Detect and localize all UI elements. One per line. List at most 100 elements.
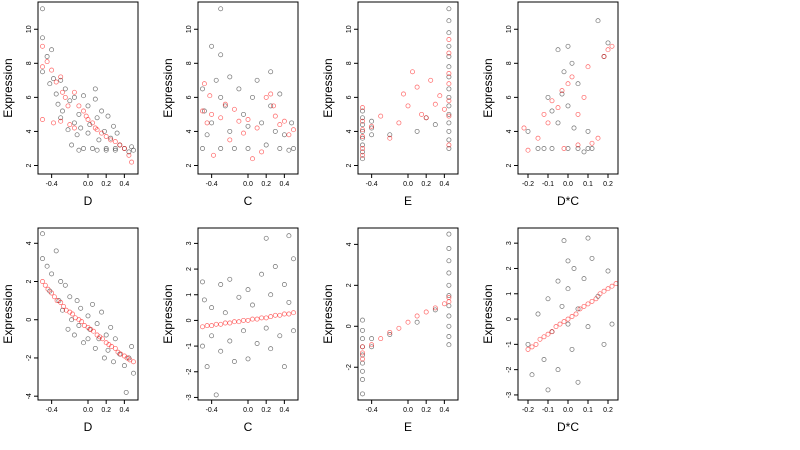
y-axis-title: Expression	[321, 284, 335, 343]
data-point	[289, 120, 295, 126]
data-point	[605, 286, 611, 292]
data-point	[378, 113, 384, 119]
data-point	[241, 111, 246, 117]
data-point	[535, 135, 541, 141]
data-point	[291, 256, 296, 262]
data-point	[218, 321, 224, 327]
data-point	[595, 135, 601, 141]
x-axis-title: E	[404, 194, 412, 208]
data-point	[259, 149, 265, 155]
data-point	[360, 327, 365, 333]
x-tick-label: -0.4	[46, 181, 58, 188]
plot-frame	[517, 1, 619, 175]
data-point	[541, 146, 547, 151]
data-point	[277, 333, 283, 339]
y-tick-label: 3	[186, 241, 193, 245]
data-point	[81, 93, 86, 99]
data-point	[69, 142, 75, 148]
data-point	[541, 357, 547, 362]
data-point	[446, 6, 452, 12]
data-point	[51, 76, 56, 82]
data-point	[369, 118, 375, 124]
data-point	[360, 108, 365, 114]
data-point	[236, 319, 242, 325]
data-point	[561, 146, 567, 151]
data-point	[105, 347, 111, 353]
data-point	[593, 296, 599, 302]
data-point	[597, 291, 603, 297]
data-point	[609, 283, 615, 289]
data-point	[76, 103, 82, 109]
data-point	[200, 279, 205, 285]
y-tick-label: 2	[26, 279, 33, 283]
data-point	[71, 125, 77, 131]
data-point	[555, 105, 561, 111]
data-point	[58, 74, 64, 80]
x-tick-label: 0.4	[279, 407, 289, 414]
data-point	[76, 111, 82, 117]
chart-panel: -0.4 0.0 0.2 0.4 -2 0 2 4 E Expression	[321, 227, 459, 434]
y-tick-label: 8	[186, 61, 193, 65]
data-point	[263, 315, 269, 321]
data-point	[92, 86, 98, 92]
data-point	[585, 128, 591, 134]
data-point	[40, 69, 45, 75]
data-point	[575, 306, 581, 312]
x-tick-label: 0.0	[403, 181, 413, 188]
data-point	[44, 263, 50, 269]
data-point	[441, 301, 447, 307]
data-point	[557, 321, 563, 327]
data-point	[369, 344, 375, 350]
data-point	[126, 149, 132, 155]
data-point	[55, 101, 61, 107]
data-point	[535, 311, 541, 317]
y-tick-label: 4	[26, 129, 33, 133]
data-point	[49, 271, 55, 277]
data-point	[129, 159, 135, 165]
data-point	[446, 282, 452, 288]
data-point	[553, 324, 559, 330]
x-tick-label: -0.2	[522, 407, 534, 414]
x-tick-label: -0.1	[542, 407, 554, 414]
data-point	[40, 35, 45, 41]
y-tick-label: -2	[186, 369, 193, 375]
data-point	[40, 279, 45, 284]
data-point	[360, 127, 365, 133]
data-point	[218, 94, 224, 100]
data-point	[601, 288, 607, 294]
y-tick-label: -2	[26, 355, 33, 361]
data-point	[90, 146, 95, 151]
data-point	[549, 146, 555, 151]
data-point	[414, 319, 420, 325]
x-tick-label: 0.4	[279, 181, 289, 188]
data-point	[569, 60, 575, 66]
data-point	[211, 152, 216, 158]
data-point	[446, 334, 452, 339]
x-tick-label: 0.0	[403, 407, 413, 414]
data-point	[101, 355, 107, 361]
data-point	[51, 294, 57, 300]
data-point	[105, 113, 111, 119]
data-point	[112, 146, 118, 151]
plot-frame	[357, 1, 459, 175]
data-point	[268, 91, 274, 97]
data-point	[227, 74, 233, 80]
y-tick-label: 0	[26, 318, 33, 322]
x-tick-label: 0.2	[261, 181, 271, 188]
data-point	[545, 296, 551, 302]
data-point	[569, 346, 575, 352]
series	[40, 231, 136, 395]
series	[360, 6, 452, 162]
x-tick-label: -0.4	[206, 407, 218, 414]
plot-frame	[517, 227, 619, 401]
data-point	[121, 146, 127, 151]
data-point	[555, 278, 561, 284]
data-point	[71, 94, 77, 100]
data-point	[446, 299, 452, 305]
series	[200, 310, 296, 330]
data-point	[268, 69, 274, 75]
y-tick-label: 8	[346, 61, 353, 65]
series	[40, 279, 136, 365]
data-point	[446, 142, 452, 148]
